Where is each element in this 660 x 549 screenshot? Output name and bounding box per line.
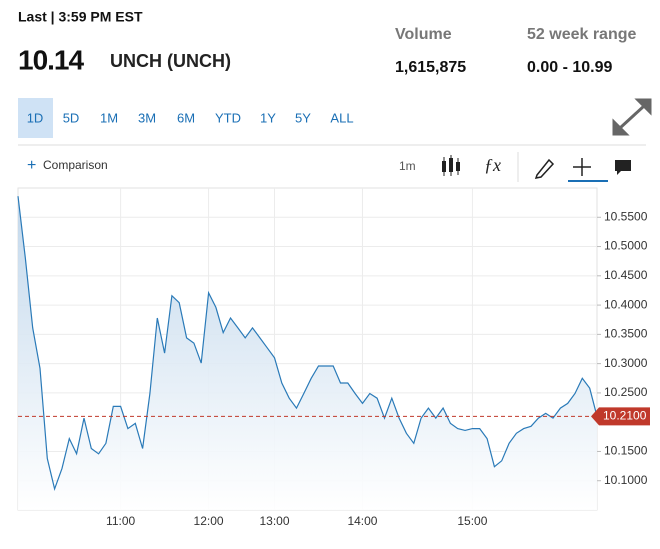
tab[interactable]: 1D xyxy=(27,110,44,125)
comparison[interactable]: Comparison xyxy=(43,158,108,172)
y-tick-label: 10.3500 xyxy=(604,327,648,341)
x-tick-label: 11:00 xyxy=(106,514,135,528)
x-tick-label: 14:00 xyxy=(347,514,377,528)
fx-icon[interactable]: ƒx xyxy=(484,155,501,175)
crosshair-icon[interactable] xyxy=(573,158,591,176)
draw-icon[interactable] xyxy=(534,158,555,179)
tab[interactable]: 3M xyxy=(138,110,156,125)
tab[interactable]: 6M xyxy=(177,110,195,125)
last-price-tag xyxy=(591,407,650,426)
tab[interactable]: 5D xyxy=(63,110,80,125)
area xyxy=(18,196,597,510)
range-label: 52 week range xyxy=(527,26,637,43)
plus-icon: + xyxy=(27,157,36,174)
last-price-label: 10.2100 xyxy=(603,408,647,422)
y-tick-label: 10.4500 xyxy=(604,268,648,282)
range: 0.00 - 10.99 xyxy=(527,59,613,76)
tab[interactable]: ALL xyxy=(330,110,353,125)
tabs: 1D 5D 1M 3M 6M YTD 1Y 5Y ALL xyxy=(27,110,354,125)
volume: 1,615,875 xyxy=(395,59,466,76)
symbol: UNCH (UNCH) xyxy=(110,51,231,71)
y-tick-label: 10.2500 xyxy=(604,385,648,399)
tab[interactable]: YTD xyxy=(215,110,241,125)
interval[interactable]: 1m xyxy=(399,159,416,173)
comment-icon[interactable] xyxy=(615,160,631,175)
x-tick-label: 13:00 xyxy=(260,514,290,528)
y-tick-label: 10.5500 xyxy=(604,209,648,223)
tab[interactable]: 1Y xyxy=(260,110,276,125)
x-tick-label: 15:00 xyxy=(457,514,487,528)
y-tick-label: 10.5000 xyxy=(604,239,648,253)
x-tick-label: 12:00 xyxy=(194,514,224,528)
candle-icon[interactable] xyxy=(442,155,460,176)
expand-icon[interactable] xyxy=(612,98,652,136)
y-tick-label: 10.1500 xyxy=(604,444,648,458)
last-time: Last | 3:59 PM EST xyxy=(18,9,143,25)
y-tick-label: 10.1000 xyxy=(604,473,648,487)
tab[interactable]: 1M xyxy=(100,110,118,125)
price-line xyxy=(17,196,598,491)
volume-label: Volume xyxy=(395,26,452,43)
tab[interactable]: 5Y xyxy=(295,110,311,125)
y-tick-label: 10.3000 xyxy=(604,356,648,370)
plot: 10.1000 10.1500 10.2500 10.3000 10.3500 10.40… xyxy=(17,188,650,528)
tab-selected xyxy=(18,98,53,138)
price: 10.14 xyxy=(18,44,84,75)
y-tick-label: 10.4000 xyxy=(604,297,648,311)
